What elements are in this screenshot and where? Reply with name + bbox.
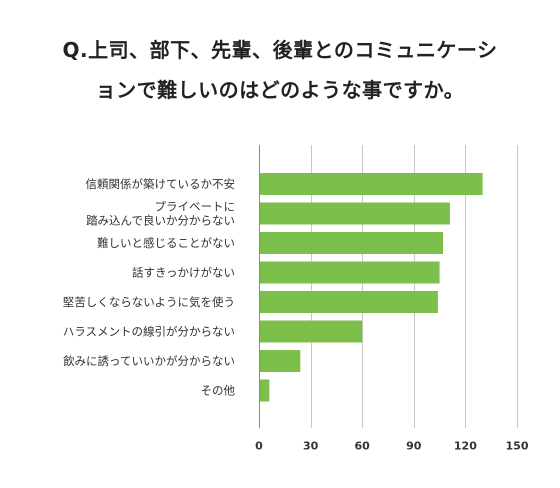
category-label: 信頼関係が築けているか不安 [86,177,236,191]
x-tick-label: 120 [454,440,477,453]
x-tick-label: 150 [506,440,529,453]
category-label: 難しいと感じることがない [97,236,235,250]
chart-title-line-2: ョンで難しいのはどのような事ですか。 [95,78,465,102]
x-tick-label: 60 [355,440,371,453]
bar [259,261,440,284]
category-label: 飲みに誘っていいかが分からない [63,354,235,368]
category-label: ハラスメントの線引が分からない [63,325,235,339]
category-label: 堅苦しくならないように気を使う [63,295,235,309]
x-tick-label: 90 [406,440,422,453]
bar [259,291,438,313]
category-label: 踏み込んで良いか分からない [86,214,235,228]
chart-title: Q.上司、部下、先輩、後輩とのコミュニケーシ ョンで難しいのはどのような事ですか… [0,30,560,110]
bar [259,232,443,254]
bar [259,320,363,343]
bar [259,379,270,402]
category-label: 話すきっかけがない [132,266,235,280]
bar [259,173,483,195]
bar [259,350,301,372]
bar [259,202,450,225]
x-tick-label: 0 [255,440,263,453]
category-label: その他 [201,384,236,398]
x-tick-label: 30 [303,440,319,453]
category-label: プライベートに [155,200,236,214]
chart-title-line-1: Q.上司、部下、先輩、後輩とのコミュニケーシ [62,38,498,62]
